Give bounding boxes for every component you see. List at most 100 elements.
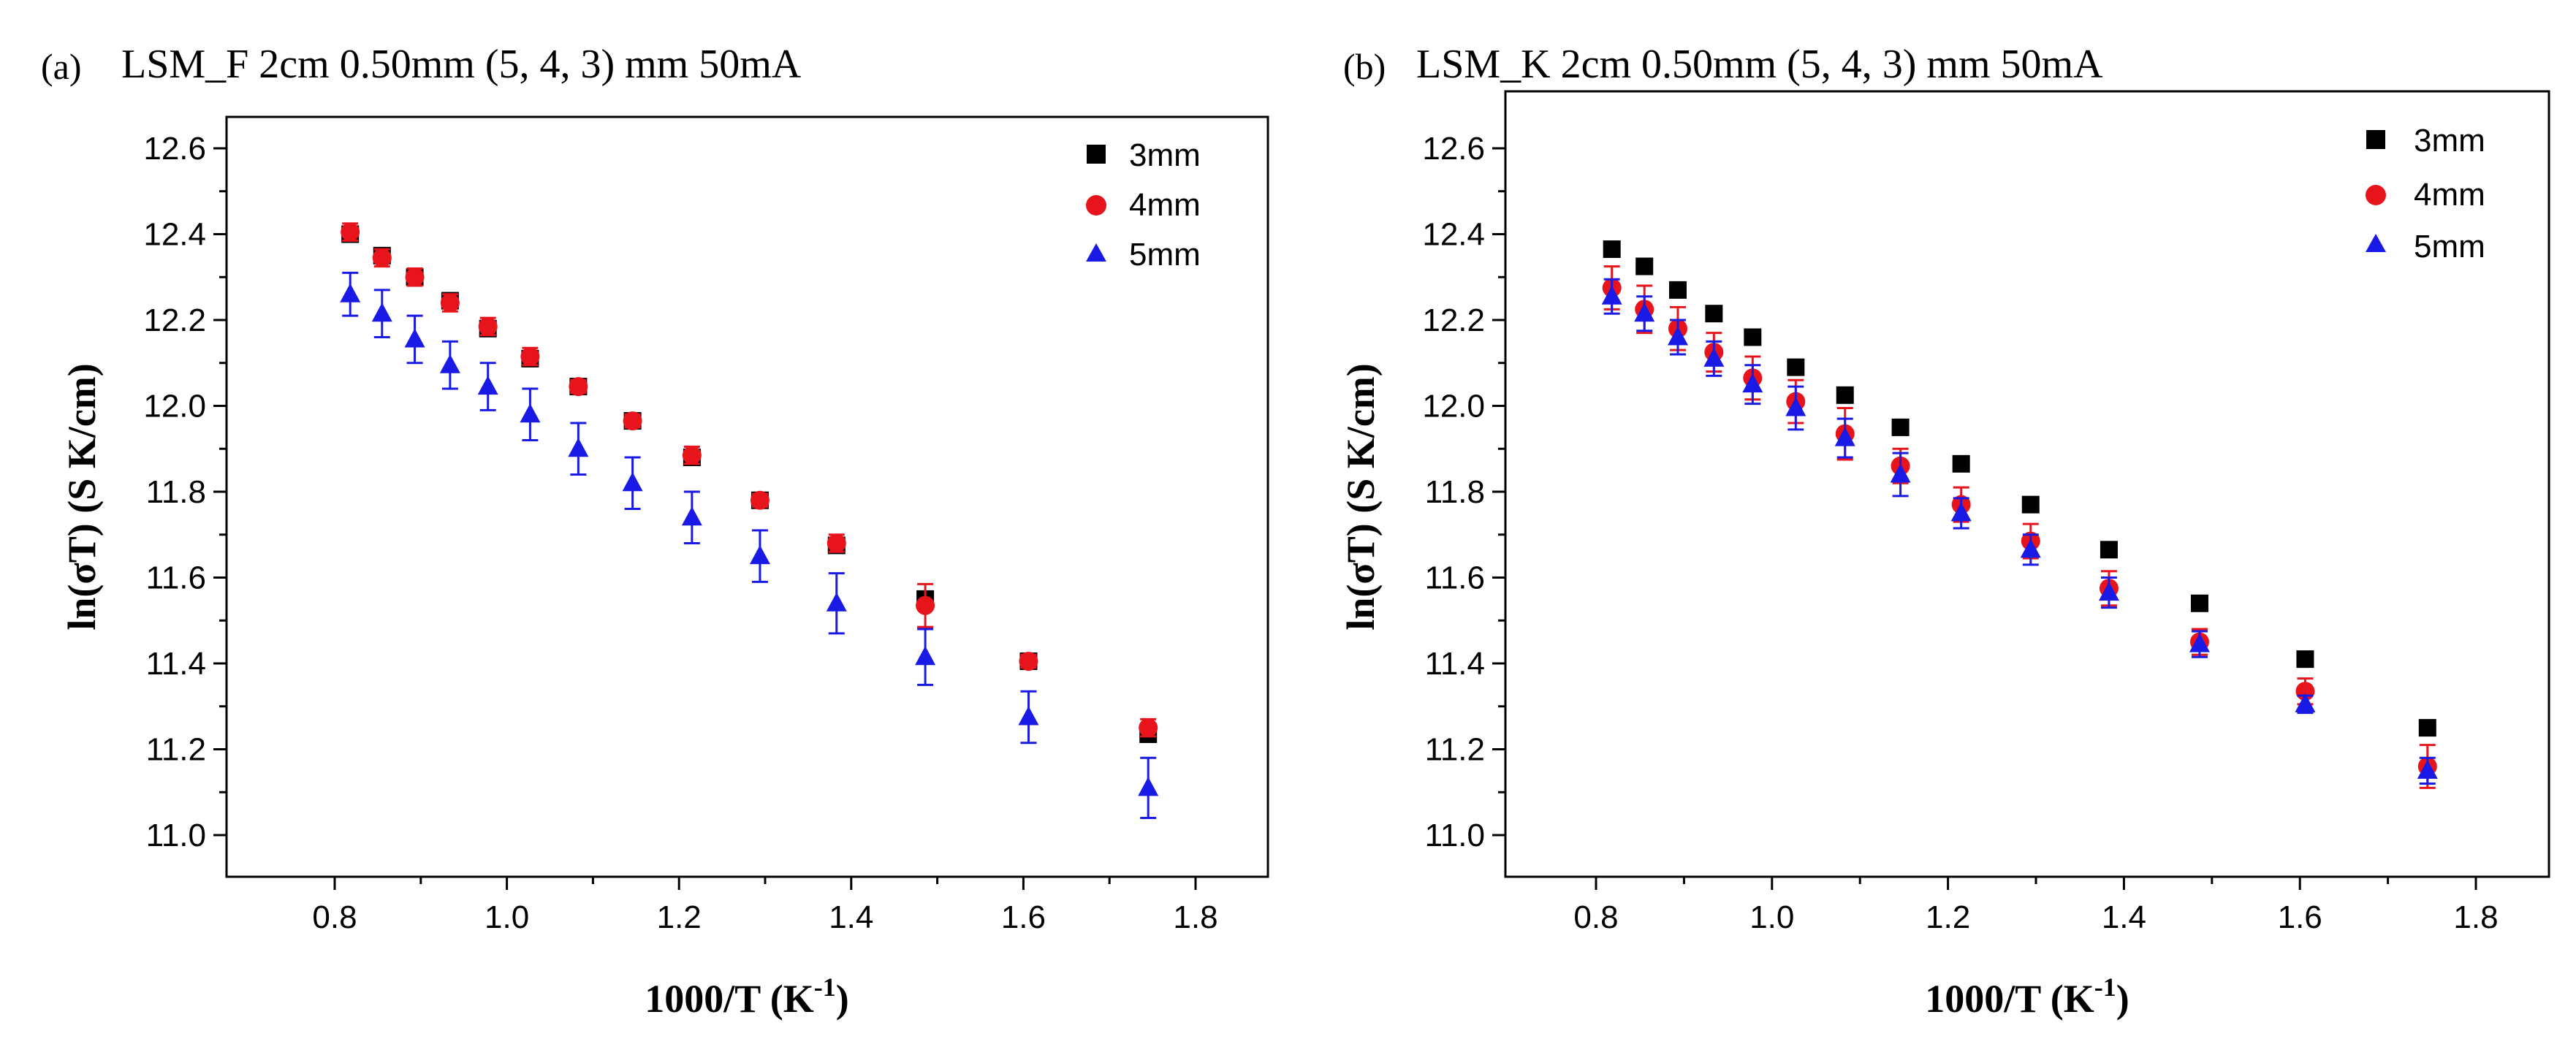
data-point xyxy=(1787,358,1805,376)
data-point xyxy=(439,354,460,373)
x-tick-label: 1.4 xyxy=(829,899,873,935)
data-point xyxy=(440,293,460,313)
data-point xyxy=(2189,633,2210,652)
plot-frame xyxy=(225,115,1269,878)
legend-marker-4mm xyxy=(1086,195,1106,216)
series-5mm xyxy=(340,271,1159,819)
legend-label-3mm: 3mm xyxy=(1129,137,1201,173)
data-point xyxy=(623,411,642,431)
x-axis-title-sup: -1 xyxy=(814,972,836,1002)
data-point xyxy=(826,592,847,612)
plot-content: 0.8 1.0 1.2 1.4 1.6 1.8 11.0 11.2 11.4 11.6 11.8 12… xyxy=(143,131,1217,935)
data-point xyxy=(1703,347,1725,367)
data-point xyxy=(2021,495,2040,514)
y-axis-title: ln(σT) (S K/cm) xyxy=(60,363,104,630)
x-tick-label: 1.8 xyxy=(1173,899,1217,935)
y-tick-label: 11.0 xyxy=(1425,818,1485,853)
legend: 3mm 4mm 5mm xyxy=(2366,123,2485,264)
x-axis-title: 1000/T (K-1) xyxy=(645,972,849,1021)
data-point xyxy=(478,316,498,336)
data-point xyxy=(1668,281,1687,299)
plot-content: 0.8 1.0 1.2 1.4 1.6 1.8 11.0 11.2 11.4 11.6 11.8 12… xyxy=(1422,131,2498,935)
legend: 3mm 4mm 5mm xyxy=(1086,137,1201,273)
y-tick-label: 11.8 xyxy=(1425,474,1485,510)
x-axis-title-end: ) xyxy=(2116,977,2129,1021)
data-point xyxy=(569,377,588,397)
panel-a: (a) LSM_F 2cm 0.50mm (5, 4, 3) mm 50mA 0… xyxy=(41,42,1269,1021)
y-tick-label: 12.6 xyxy=(1422,131,1485,167)
data-point xyxy=(2417,759,2438,779)
data-point xyxy=(1667,326,1688,346)
data-point xyxy=(2098,582,2119,601)
y-tick-label: 11.6 xyxy=(1425,560,1485,596)
x-tick-label: 1.6 xyxy=(1001,899,1046,935)
x-tick-label: 1.0 xyxy=(1749,899,1794,935)
data-point xyxy=(520,403,541,423)
data-point xyxy=(1603,240,1621,259)
legend-marker-4mm xyxy=(2366,185,2386,205)
plot-frame xyxy=(1504,90,2550,878)
chart-title: LSM_K 2cm 0.50mm (5, 4, 3) mm 50mA xyxy=(1416,42,2103,87)
legend-label-3mm: 3mm xyxy=(2414,123,2485,159)
data-point xyxy=(1705,305,1723,323)
x-tick-label: 1.0 xyxy=(485,899,529,935)
series-5mm xyxy=(1601,278,2438,785)
x-tick-label: 1.4 xyxy=(2102,899,2146,935)
series-4mm xyxy=(341,222,1158,738)
data-point xyxy=(915,646,936,666)
data-point xyxy=(749,545,770,565)
data-point xyxy=(1834,427,1855,446)
data-point xyxy=(2295,693,2316,712)
x-axis-title-end: ) xyxy=(836,977,849,1021)
legend-marker-3mm xyxy=(1087,145,1106,164)
series-3mm xyxy=(1603,240,2436,737)
x-axis-title-sup: -1 xyxy=(2094,972,2116,1002)
x-tick-label: 1.8 xyxy=(2453,899,2498,935)
y-axis-ticks: 11.0 11.2 11.4 11.6 11.8 12.0 12.2 12.4 12.6 xyxy=(143,131,227,853)
data-point xyxy=(1785,397,1806,416)
x-tick-label: 1.2 xyxy=(657,899,702,935)
data-point xyxy=(1836,386,1854,404)
data-point xyxy=(1952,454,1970,473)
x-axis-title-main: 1000/T (K xyxy=(645,977,814,1021)
y-tick-label: 11.2 xyxy=(146,732,206,768)
data-point xyxy=(750,490,770,510)
data-point xyxy=(622,472,643,492)
x-tick-label: 1.6 xyxy=(2278,899,2322,935)
chart-title: LSM_F 2cm 0.50mm (5, 4, 3) mm 50mA xyxy=(121,42,802,87)
data-point xyxy=(1890,463,1911,483)
legend-marker-5mm xyxy=(1086,243,1106,262)
y-axis-title: ln(σT) (S K/cm) xyxy=(1339,363,1383,630)
y-tick-label: 12.0 xyxy=(1422,389,1485,424)
y-tick-label: 12.0 xyxy=(143,389,206,424)
legend-label-4mm: 4mm xyxy=(2414,177,2485,213)
legend-label-5mm: 5mm xyxy=(1129,237,1201,273)
x-axis-ticks: 0.8 1.0 1.2 1.4 1.6 1.8 xyxy=(1573,877,2499,935)
y-tick-label: 11.0 xyxy=(146,818,206,853)
data-point xyxy=(404,328,425,348)
data-point xyxy=(1601,285,1622,305)
y-tick-label: 12.4 xyxy=(143,217,206,253)
data-point xyxy=(1139,718,1158,738)
y-tick-label: 12.2 xyxy=(143,302,206,338)
data-point xyxy=(916,595,935,615)
data-point xyxy=(340,283,361,302)
x-tick-label: 1.2 xyxy=(1926,899,1970,935)
x-tick-label: 0.8 xyxy=(1573,899,1618,935)
data-point xyxy=(827,533,846,553)
data-point xyxy=(1950,502,1972,522)
y-tick-label: 12.2 xyxy=(1422,302,1485,338)
legend-marker-3mm xyxy=(2366,130,2385,149)
y-tick-label: 11.4 xyxy=(1425,646,1485,682)
panel-b: (b) LSM_K 2cm 0.50mm (5, 4, 3) mm 50mA 0… xyxy=(1339,42,2550,1021)
x-axis-title: 1000/T (K-1) xyxy=(1925,972,2129,1021)
data-point xyxy=(405,267,425,287)
x-axis-title-main: 1000/T (K xyxy=(1925,977,2094,1021)
data-point xyxy=(1891,418,1910,436)
data-point xyxy=(568,438,589,457)
x-axis-ticks: 0.8 1.0 1.2 1.4 1.6 1.8 xyxy=(312,877,1218,935)
x-tick-label: 0.8 xyxy=(312,899,357,935)
data-point xyxy=(2020,538,2041,558)
y-tick-label: 11.6 xyxy=(146,560,206,596)
